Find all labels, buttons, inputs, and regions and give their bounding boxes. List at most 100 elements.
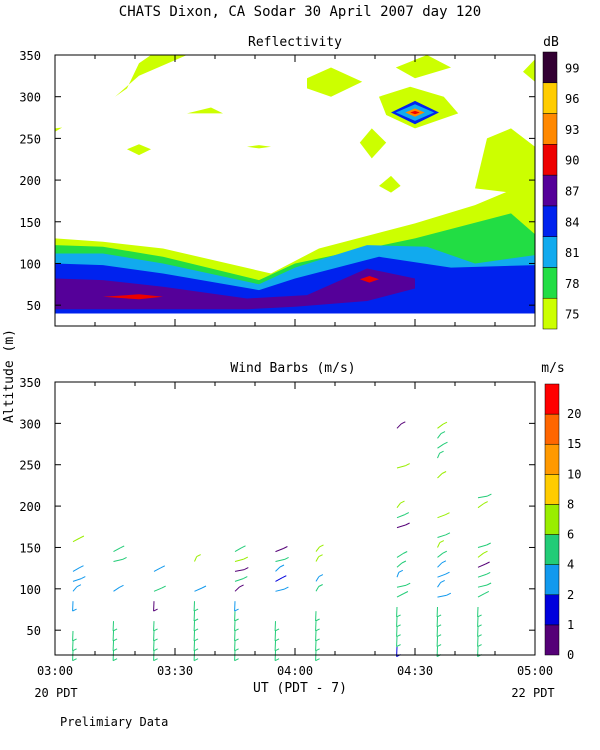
wind-barb xyxy=(234,558,244,562)
y-axis-label: Altitude (m) xyxy=(2,329,17,423)
wind-barb-flag xyxy=(398,569,404,573)
wind-colorbar-label: 1 xyxy=(567,618,574,632)
wind-barb-flag xyxy=(193,638,199,642)
wind-barb-flag xyxy=(153,608,158,612)
reflectivity-region-6 xyxy=(359,276,379,283)
wind-colorbar-swatch-2 xyxy=(544,564,560,596)
wind-barb-flag xyxy=(404,512,410,516)
wind-colorbar-swatch-8 xyxy=(544,474,560,505)
reflectivity-y-tick-label: 50 xyxy=(27,299,41,313)
wind-barb-flag xyxy=(193,628,199,632)
wind-barb-flag xyxy=(318,584,323,587)
reflectivity-region-16 xyxy=(523,59,535,82)
wind-barb xyxy=(437,423,444,429)
wind-colorbar: 0 1 2 4 6 8 10 15 20 xyxy=(544,383,581,662)
reflectivity-colorbar-label: 90 xyxy=(565,154,579,168)
wind-barb xyxy=(275,577,283,582)
reflectivity-colorbar-swatch-93 xyxy=(542,113,558,145)
wind-x-axis: 03:00 03:30 04:00 04:30 05:00 xyxy=(37,382,553,678)
wind-barb xyxy=(315,586,320,592)
wind-barb-flag xyxy=(241,545,246,549)
wind-barb-flag xyxy=(318,574,324,578)
wind-barb-flag xyxy=(81,576,86,580)
wind-barb-flag xyxy=(315,628,320,632)
wind-barb-flag xyxy=(396,624,401,628)
reflectivity-region-19 xyxy=(247,145,271,149)
wind-barb-flag xyxy=(315,638,320,642)
wind-barb-flag xyxy=(119,545,125,549)
wind-barb-flag xyxy=(112,658,118,662)
reflectivity-region-14 xyxy=(410,110,420,115)
wind-barb xyxy=(72,537,81,543)
reflectivity-colorbar-label: 96 xyxy=(565,92,579,106)
wind-barb xyxy=(396,524,406,529)
wind-barb-flag xyxy=(153,648,158,652)
wind-barb-flag xyxy=(402,551,408,554)
wind-barb xyxy=(194,587,203,592)
wind-colorbar-swatch-1 xyxy=(544,594,560,626)
reflectivity-region-5 xyxy=(103,294,163,300)
wind-barbs-title: Wind Barbs (m/s) xyxy=(230,361,355,376)
wind-barb-flag xyxy=(274,638,280,642)
wind-barb-flag xyxy=(112,648,118,652)
wind-y-tick-label: 300 xyxy=(19,417,41,431)
wind-barb xyxy=(153,567,162,572)
wind-barb-flag xyxy=(483,550,488,554)
wind-barb-flag xyxy=(443,441,448,445)
wind-barb-flag xyxy=(486,542,491,546)
wind-barb xyxy=(437,542,441,548)
wind-barb xyxy=(396,502,401,509)
reflectivity-region-20 xyxy=(359,128,387,159)
reflectivity-colorbar-label: 75 xyxy=(565,308,579,322)
wind-barb-flag xyxy=(446,592,452,596)
wind-barb xyxy=(396,553,404,558)
wind-barb-flag xyxy=(477,634,482,638)
reflectivity-region-7 xyxy=(115,55,187,97)
wind-barb-flag xyxy=(234,648,239,652)
x-tick-label-04:00: 04:00 xyxy=(277,664,313,678)
reflectivity-colorbar: 75 78 81 84 87 90 93 96 99 xyxy=(542,51,579,330)
wind-barb-flag xyxy=(315,658,320,662)
wind-barb xyxy=(275,548,284,553)
wind-barb xyxy=(72,567,80,572)
reflectivity-y-axis: 50 100 150 200 250 300 350 xyxy=(19,49,535,313)
wind-colorbar-swatch-6 xyxy=(544,504,560,535)
reflectivity-region-8 xyxy=(307,67,363,97)
wind-barb xyxy=(477,552,484,558)
reflectivity-y-tick-label: 200 xyxy=(19,174,41,188)
reflectivity-colorbar-swatch-87 xyxy=(542,174,558,207)
x-tick-label-05:00: 05:00 xyxy=(517,664,553,678)
wind-barb-flag xyxy=(193,658,199,662)
reflectivity-y-tick-label: 250 xyxy=(19,132,41,146)
reflectivity-x-ticks xyxy=(54,55,536,326)
reflectivity-y-tick-label: 350 xyxy=(19,49,41,63)
wind-barb-flag xyxy=(401,560,407,564)
wind-barb-flag xyxy=(79,565,84,569)
wind-barb xyxy=(437,433,442,439)
wind-barb-flag xyxy=(439,540,445,544)
wind-colorbar-swatch-0 xyxy=(544,624,560,656)
wind-barb xyxy=(113,586,120,592)
wind-barb-flag xyxy=(153,638,158,642)
wind-barb xyxy=(396,572,400,578)
wind-barb-flag xyxy=(445,532,451,536)
wind-barb-flag xyxy=(483,501,488,505)
wind-colorbar-label: 15 xyxy=(567,437,581,451)
reflectivity-region-18 xyxy=(127,144,151,156)
x-tick-label-03:30: 03:30 xyxy=(157,664,193,678)
wind-barb xyxy=(396,593,405,598)
x-left-note: 20 PDT xyxy=(34,686,77,700)
wind-barb xyxy=(396,562,403,568)
reflectivity-y-tick-label: 100 xyxy=(19,257,41,271)
wind-barb-flag xyxy=(477,614,482,618)
wind-barb-flag xyxy=(318,554,323,558)
wind-y-tick-label: 350 xyxy=(19,376,41,390)
wind-barb xyxy=(437,562,443,568)
wind-barb-flag xyxy=(201,585,207,589)
wind-barb-flag xyxy=(122,556,127,560)
wind-barb-flag xyxy=(239,584,244,588)
wind-barb xyxy=(477,495,488,499)
reflectivity-y-tick-label: 150 xyxy=(19,216,41,230)
wind-barb-flag xyxy=(436,614,442,618)
wind-y-tick-label: 100 xyxy=(19,583,41,597)
